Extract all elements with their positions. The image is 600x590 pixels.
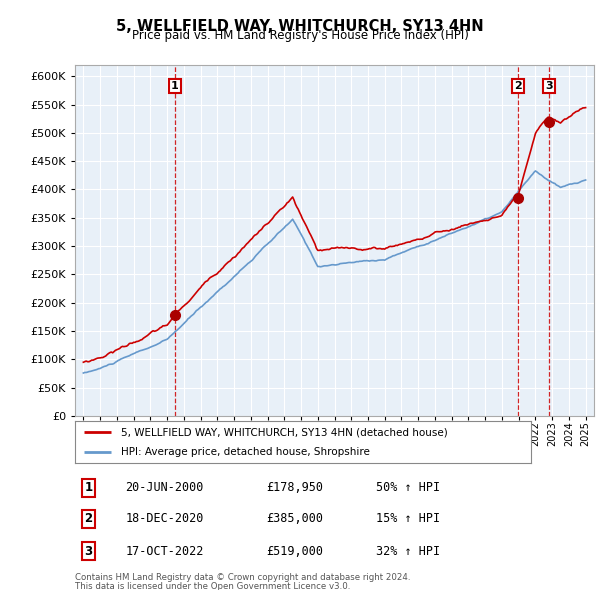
Text: 50% ↑ HPI: 50% ↑ HPI: [376, 481, 440, 494]
Text: HPI: Average price, detached house, Shropshire: HPI: Average price, detached house, Shro…: [121, 447, 370, 457]
Text: Contains HM Land Registry data © Crown copyright and database right 2024.: Contains HM Land Registry data © Crown c…: [75, 573, 410, 582]
Text: £178,950: £178,950: [266, 481, 323, 494]
Text: 15% ↑ HPI: 15% ↑ HPI: [376, 512, 440, 526]
Text: 1: 1: [85, 481, 93, 494]
Text: Price paid vs. HM Land Registry's House Price Index (HPI): Price paid vs. HM Land Registry's House …: [131, 30, 469, 42]
Text: 5, WELLFIELD WAY, WHITCHURCH, SY13 4HN: 5, WELLFIELD WAY, WHITCHURCH, SY13 4HN: [116, 19, 484, 34]
Text: This data is licensed under the Open Government Licence v3.0.: This data is licensed under the Open Gov…: [75, 582, 350, 590]
Text: 3: 3: [545, 81, 553, 91]
Text: 17-OCT-2022: 17-OCT-2022: [125, 545, 203, 558]
Text: £519,000: £519,000: [266, 545, 323, 558]
Text: 5, WELLFIELD WAY, WHITCHURCH, SY13 4HN (detached house): 5, WELLFIELD WAY, WHITCHURCH, SY13 4HN (…: [121, 427, 448, 437]
Text: £385,000: £385,000: [266, 512, 323, 526]
Text: 2: 2: [514, 81, 522, 91]
Text: 20-JUN-2000: 20-JUN-2000: [125, 481, 203, 494]
Text: 3: 3: [85, 545, 93, 558]
Text: 18-DEC-2020: 18-DEC-2020: [125, 512, 203, 526]
Text: 32% ↑ HPI: 32% ↑ HPI: [376, 545, 440, 558]
Text: 1: 1: [171, 81, 179, 91]
Text: 2: 2: [85, 512, 93, 526]
